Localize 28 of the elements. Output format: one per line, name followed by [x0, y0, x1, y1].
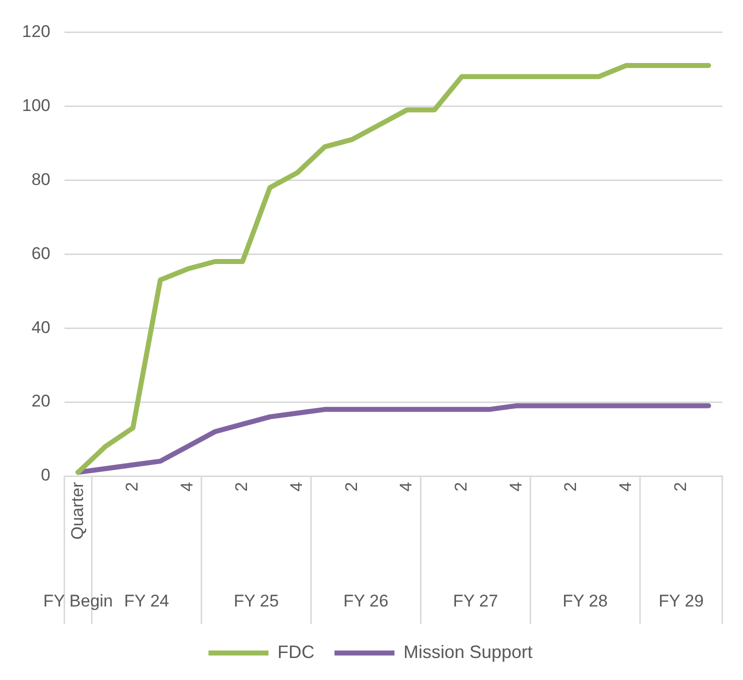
y-tick-label: 0 — [40, 466, 50, 485]
x-tick-label: 2 — [122, 482, 142, 492]
text: FY 26 — [343, 592, 388, 611]
text: FY 29 — [658, 592, 704, 611]
text: FY 24 — [124, 592, 170, 611]
x-tick-label: 2 — [342, 482, 361, 492]
x-tick-label: 4 — [177, 482, 196, 492]
text: FY 25 — [234, 592, 279, 611]
x-tick-label: 2 — [561, 482, 580, 492]
text: FY 28 — [562, 592, 608, 611]
x-tick-label: 4 — [287, 482, 306, 492]
legend-label: Mission Support — [403, 642, 533, 662]
y-tick-label: 60 — [31, 244, 50, 263]
x-tick-label: 4 — [616, 482, 636, 492]
x-tick-label: 2 — [670, 482, 690, 492]
y-tick-label: 20 — [31, 392, 50, 411]
x-tick-label: 4 — [506, 482, 526, 492]
y-tick-label: 120 — [22, 22, 50, 41]
y-tick-label: 40 — [31, 318, 50, 337]
x-tick-label: Quarter — [68, 482, 87, 540]
text: FY Begin — [43, 592, 113, 611]
x-tick-label: 2 — [452, 482, 471, 492]
text: FY 27 — [453, 592, 498, 611]
x-tick-label: 4 — [396, 482, 416, 492]
x-tick-label: 2 — [232, 482, 252, 492]
y-tick-label: 100 — [22, 96, 50, 115]
y-tick-label: 80 — [31, 170, 50, 189]
legend-label: FDC — [277, 642, 314, 662]
